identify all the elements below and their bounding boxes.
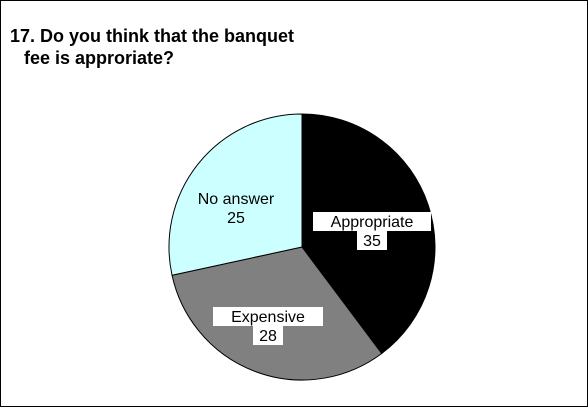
slice-label-value: 28 xyxy=(259,328,277,345)
slice-label-value: 25 xyxy=(227,210,245,227)
data-label-expensive: Expensive 28 xyxy=(213,307,323,345)
data-label-appropriate: Appropriate 35 xyxy=(313,212,431,250)
chart-title-line-2: fee is approriate? xyxy=(24,48,175,68)
slice-label-name: No answer xyxy=(198,191,275,208)
slice-label-name: Expensive xyxy=(231,309,305,326)
data-label-no-answer: No answer 25 xyxy=(198,191,275,227)
chart-title-line-1: 17. Do you think that the banquet xyxy=(10,26,295,46)
slice-label-name: Appropriate xyxy=(331,214,414,231)
label-background xyxy=(253,326,283,345)
pie-slice-no-answer xyxy=(168,113,303,276)
chart-title: 17. Do you think that the banquet fee is… xyxy=(10,25,430,69)
label-background xyxy=(313,212,431,231)
label-background xyxy=(357,231,387,250)
label-background xyxy=(213,307,323,326)
slice-label-value: 35 xyxy=(363,233,381,250)
